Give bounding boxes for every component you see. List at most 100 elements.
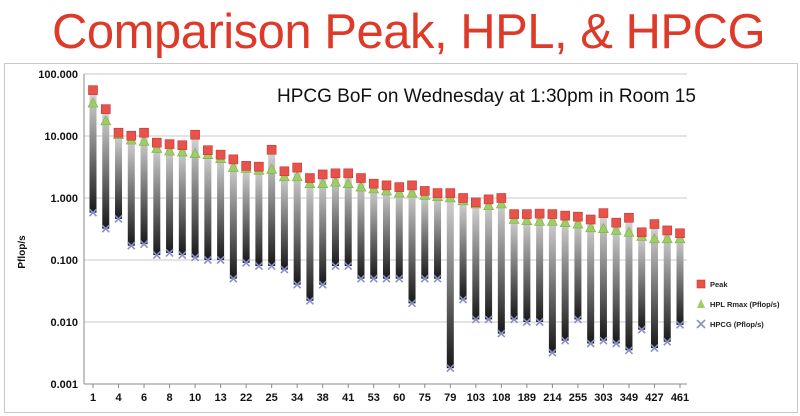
range-bar bbox=[383, 185, 390, 279]
hpl-point bbox=[380, 185, 393, 196]
hpcg-point bbox=[229, 274, 238, 283]
chart-annotation: HPCG BoF on Wednesday at 1:30pm in Room … bbox=[277, 86, 696, 107]
range-bar bbox=[421, 190, 429, 279]
range-bar bbox=[140, 132, 148, 245]
y-tick-label: 0.010 bbox=[50, 317, 78, 329]
peak-point bbox=[496, 193, 507, 203]
hpcg-point bbox=[484, 315, 493, 324]
peak-point bbox=[407, 180, 417, 191]
peak-point bbox=[522, 209, 532, 219]
hpcg-point bbox=[510, 315, 519, 324]
peak-point bbox=[419, 186, 430, 196]
hpcg-point bbox=[318, 280, 327, 289]
range-bar bbox=[408, 185, 416, 304]
peak-point bbox=[560, 210, 570, 221]
peak-point bbox=[266, 144, 277, 155]
legend-label: HPL Rmax (Pflop/s) bbox=[710, 300, 780, 309]
range-bar bbox=[191, 134, 199, 258]
range-bar bbox=[599, 213, 607, 341]
hpcg-point bbox=[522, 317, 531, 327]
chart: 0.001 0.010 0.100 1.000 10.000 100.000 1 4 6 8 10 1… bbox=[17, 69, 780, 404]
hpcg-point bbox=[369, 274, 378, 283]
range-bar bbox=[319, 174, 327, 285]
hpcg-point bbox=[331, 261, 340, 271]
hpcg-point bbox=[446, 364, 455, 373]
hpcg-point bbox=[114, 214, 123, 223]
range-bar bbox=[638, 232, 646, 330]
peak-point bbox=[305, 173, 315, 183]
hpl-point bbox=[227, 161, 239, 172]
hpl-point bbox=[483, 200, 495, 211]
range-bar bbox=[395, 187, 403, 279]
range-bar bbox=[89, 90, 97, 213]
hpl-point bbox=[87, 97, 99, 108]
hpcg-point bbox=[637, 325, 646, 334]
hpcg-point bbox=[280, 265, 289, 274]
hpcg-point bbox=[395, 274, 404, 283]
hpcg-point bbox=[586, 339, 595, 348]
range-bar bbox=[587, 219, 595, 344]
x-tick-label: 303 bbox=[594, 392, 612, 404]
range-bar bbox=[217, 154, 225, 260]
peak-point bbox=[215, 149, 226, 160]
hpcg-point bbox=[535, 317, 544, 327]
markers bbox=[87, 85, 686, 373]
x-tick-label: 22 bbox=[240, 392, 252, 404]
hpl-point bbox=[546, 215, 558, 226]
axes: 0.001 0.010 0.100 1.000 10.000 100.000 1 4 6 8 10 1… bbox=[38, 69, 689, 404]
hpcg-point bbox=[191, 253, 200, 262]
hpcg-point bbox=[573, 315, 582, 324]
range-bar bbox=[548, 214, 556, 353]
hpl-point bbox=[521, 215, 533, 226]
hpcg-point bbox=[675, 320, 685, 329]
hpl-point bbox=[508, 213, 520, 224]
hpcg-point bbox=[599, 336, 608, 345]
legend: Peak HPL Rmax (Pflop/s) HPCG (Pflop/s) bbox=[696, 279, 780, 329]
hpcg-point bbox=[497, 329, 506, 338]
peak-point bbox=[317, 169, 328, 180]
hpcg-point bbox=[548, 348, 557, 357]
peak-point bbox=[203, 145, 213, 156]
x-tick-label: 34 bbox=[291, 392, 304, 404]
range-bar bbox=[370, 183, 378, 279]
y-tick-label: 0.100 bbox=[50, 255, 78, 267]
peak-point bbox=[573, 211, 583, 222]
hpcg-point bbox=[458, 295, 468, 304]
bars bbox=[89, 90, 684, 369]
peak-point bbox=[662, 225, 673, 236]
x-tick-label: 461 bbox=[671, 392, 689, 404]
x-tick-label: 75 bbox=[419, 392, 431, 404]
hpcg-point bbox=[242, 258, 251, 267]
hpl-point bbox=[164, 145, 176, 156]
x-tick-label: 38 bbox=[317, 392, 329, 404]
hpcg-point bbox=[165, 248, 174, 258]
peak-point bbox=[241, 161, 251, 171]
hpcg-point bbox=[203, 255, 212, 265]
chart-frame: 0.001 0.010 0.100 1.000 10.000 100.000 1 4 6 8 10 1… bbox=[4, 63, 798, 413]
x-tick-label: 79 bbox=[444, 392, 456, 404]
peak-point bbox=[190, 129, 200, 140]
peak-point bbox=[292, 162, 302, 173]
range-bar bbox=[229, 159, 237, 279]
range-bar bbox=[293, 167, 301, 285]
peak-point bbox=[279, 166, 290, 177]
hpl-point bbox=[266, 163, 278, 174]
hpl-point bbox=[100, 115, 112, 126]
peak-point bbox=[164, 139, 175, 149]
legend-label: Peak bbox=[710, 280, 728, 289]
peak-point bbox=[624, 212, 634, 223]
x-tick-label: 13 bbox=[214, 392, 226, 404]
hpcg-point bbox=[254, 261, 263, 271]
hpl-point bbox=[534, 215, 546, 226]
peak-point bbox=[547, 209, 558, 219]
x-tick-label: 427 bbox=[645, 392, 663, 404]
hpl-point bbox=[151, 142, 163, 153]
hpcg-point bbox=[624, 346, 634, 355]
hpl-point bbox=[597, 223, 609, 233]
hpl-point bbox=[623, 226, 635, 237]
slide-title: Comparison Peak, HPL, & HPCG bbox=[52, 5, 766, 59]
legend-label: HPCG (Pflop/s) bbox=[710, 320, 764, 329]
range-bar bbox=[306, 178, 314, 301]
range-bar bbox=[331, 173, 339, 267]
x-tick-label: 189 bbox=[518, 392, 536, 404]
